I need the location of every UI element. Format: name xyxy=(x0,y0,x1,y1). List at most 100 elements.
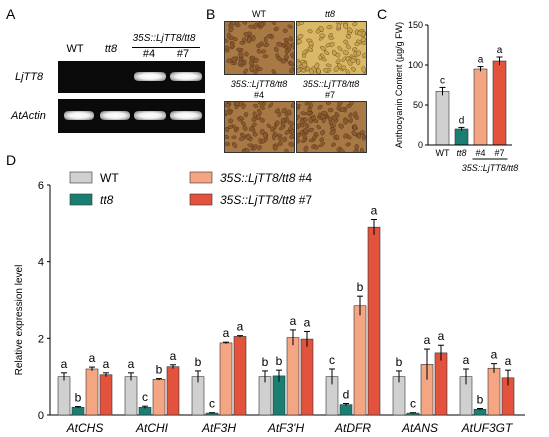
seed-dot xyxy=(288,36,293,42)
seed-dot xyxy=(284,148,289,152)
seed-dot xyxy=(303,145,309,152)
gel-header-construct: 35S::LjTT8/tt8 xyxy=(132,33,196,44)
bar xyxy=(367,226,381,416)
seed-dot xyxy=(337,46,343,52)
seed-dot xyxy=(303,127,309,134)
significance-letter: a xyxy=(304,315,311,329)
seed-dot xyxy=(283,38,289,42)
seed-dot xyxy=(343,22,348,29)
significance-letter: a xyxy=(463,353,470,367)
seed-dot xyxy=(266,123,271,129)
seed-dot xyxy=(284,54,289,60)
seed-dot xyxy=(262,131,268,139)
seed-dot xyxy=(277,111,282,118)
x-tick-label: AtCHI xyxy=(135,421,169,435)
seed-dot xyxy=(225,45,230,50)
x-tick-label: AtANS xyxy=(401,421,438,435)
significance-letter: d xyxy=(343,388,350,402)
seed-label-tt8: tt8 xyxy=(324,9,335,19)
seed-dot xyxy=(242,37,247,43)
bar xyxy=(219,342,233,416)
gel-image-ljtt8 xyxy=(58,61,205,93)
seed-dot xyxy=(347,27,353,33)
seed-dot xyxy=(308,41,314,46)
significance-letter: c xyxy=(142,390,148,404)
seed-dot xyxy=(362,70,366,74)
seed-dot xyxy=(274,46,279,53)
seed-dot xyxy=(253,22,258,30)
seed-dot xyxy=(252,144,258,151)
anthocyanin-chart: 0 50 100 150 Anthocyanin Content (µg/g FW) c W… xyxy=(394,20,518,173)
seed-dot xyxy=(319,114,326,119)
seed-dot xyxy=(350,58,356,63)
seed-dot xyxy=(238,51,244,58)
bar xyxy=(434,352,448,416)
seed-dot xyxy=(345,69,350,74)
seed-dot xyxy=(356,58,361,66)
significance-letter: d xyxy=(459,115,465,126)
x-tick-label: #4 xyxy=(475,148,485,158)
gel-band xyxy=(100,111,130,120)
seed-dot xyxy=(230,42,234,49)
seed-dot xyxy=(284,49,289,55)
seed-dot xyxy=(254,64,259,70)
y-tick-label: 0 xyxy=(38,410,44,422)
seed-dot xyxy=(331,115,337,121)
significance-letter: a xyxy=(478,55,484,66)
y-tick-label: 0 xyxy=(418,140,423,150)
y-tick-label: 100 xyxy=(408,60,423,70)
seed-dot xyxy=(297,39,302,44)
panel-letter-b: B xyxy=(206,6,216,22)
seed-dot xyxy=(272,133,276,141)
seed-dot xyxy=(316,67,321,74)
seed-dot xyxy=(289,134,294,139)
seed-label-wt: WT xyxy=(252,9,266,19)
seed-dot xyxy=(341,65,347,70)
seed-dot xyxy=(313,119,319,123)
seed-dot xyxy=(227,124,234,130)
seed-dot xyxy=(282,28,288,33)
seed-dot xyxy=(323,50,330,55)
seed-dot xyxy=(231,56,237,63)
y-tick-label: 50 xyxy=(413,100,423,110)
seed-dot xyxy=(327,108,334,113)
seed-photo-tt8-image xyxy=(297,22,366,74)
seed-dot xyxy=(300,111,307,116)
significance-letter: a xyxy=(128,357,135,371)
seed-dot xyxy=(243,32,249,37)
significance-letter: b xyxy=(75,391,82,405)
seed-dot xyxy=(287,24,293,29)
seed-dot xyxy=(256,43,261,48)
seed-dot xyxy=(297,103,301,108)
y-tick-label: 2 xyxy=(38,333,44,345)
significance-letter: c xyxy=(410,397,416,411)
significance-letter: b xyxy=(156,363,163,377)
seed-dot xyxy=(360,37,366,43)
seed-dot xyxy=(225,134,229,140)
panel-letter-a: A xyxy=(6,6,16,22)
seed-dot xyxy=(305,66,310,72)
seed-dot xyxy=(356,133,362,139)
seed-dot xyxy=(320,129,325,136)
seed-dot xyxy=(316,125,321,130)
seed-dot xyxy=(225,142,230,147)
seed-dot xyxy=(263,42,270,48)
seed-dot xyxy=(328,120,333,126)
significance-letter: b xyxy=(195,355,202,369)
seed-dot xyxy=(335,52,341,58)
seed-dot xyxy=(319,33,326,38)
seed-dot xyxy=(362,52,366,59)
seed-dot xyxy=(339,107,346,112)
seed-dot xyxy=(328,36,335,40)
seed-dot xyxy=(352,22,358,27)
seed-dot xyxy=(253,57,259,63)
significance-letter: a xyxy=(170,349,177,363)
seed-dot xyxy=(305,111,313,116)
seed-dot xyxy=(274,108,280,114)
significance-letter: b xyxy=(477,392,484,406)
seed-dot xyxy=(236,47,242,52)
seed-dot xyxy=(259,105,265,110)
seed-dot xyxy=(348,112,353,118)
seed-dot xyxy=(244,51,249,57)
gel-header-line7: #7 xyxy=(176,48,190,60)
